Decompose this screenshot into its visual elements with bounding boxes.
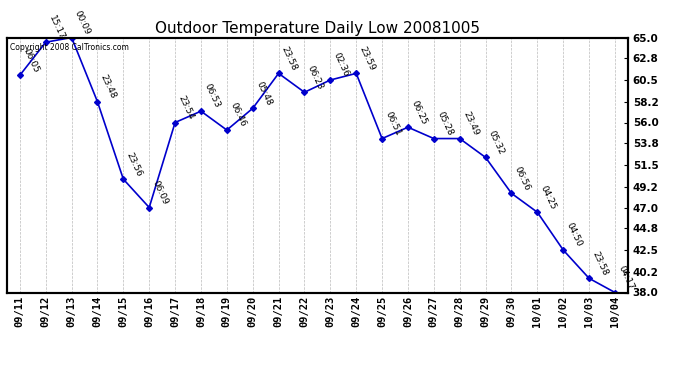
Text: 06:09: 06:09 bbox=[150, 179, 170, 206]
Text: 05:28: 05:28 bbox=[435, 110, 454, 137]
Text: 04:17: 04:17 bbox=[616, 264, 635, 291]
Text: 23:48: 23:48 bbox=[99, 73, 118, 100]
Text: Copyright 2008 CalTronics.com: Copyright 2008 CalTronics.com bbox=[10, 43, 129, 52]
Text: 06:05: 06:05 bbox=[21, 46, 40, 74]
Text: 23:58: 23:58 bbox=[280, 45, 299, 72]
Text: 15:17: 15:17 bbox=[47, 13, 66, 41]
Text: 04:50: 04:50 bbox=[564, 222, 584, 249]
Text: 23:49: 23:49 bbox=[461, 110, 480, 137]
Title: Outdoor Temperature Daily Low 20081005: Outdoor Temperature Daily Low 20081005 bbox=[155, 21, 480, 36]
Text: 05:32: 05:32 bbox=[487, 129, 506, 156]
Text: 04:25: 04:25 bbox=[539, 184, 558, 211]
Text: 06:56: 06:56 bbox=[513, 165, 532, 192]
Text: 00:09: 00:09 bbox=[73, 9, 92, 36]
Text: 23:58: 23:58 bbox=[591, 250, 609, 277]
Text: 23:54: 23:54 bbox=[177, 94, 195, 121]
Text: 06:46: 06:46 bbox=[228, 102, 247, 129]
Text: 06:25: 06:25 bbox=[409, 99, 428, 126]
Text: 23:56: 23:56 bbox=[125, 151, 144, 178]
Text: 05:48: 05:48 bbox=[254, 80, 273, 107]
Text: 06:51: 06:51 bbox=[384, 110, 402, 137]
Text: 02:36: 02:36 bbox=[332, 51, 351, 79]
Text: 23:59: 23:59 bbox=[357, 45, 377, 72]
Text: 06:53: 06:53 bbox=[202, 82, 221, 110]
Text: 06:23: 06:23 bbox=[306, 64, 325, 91]
